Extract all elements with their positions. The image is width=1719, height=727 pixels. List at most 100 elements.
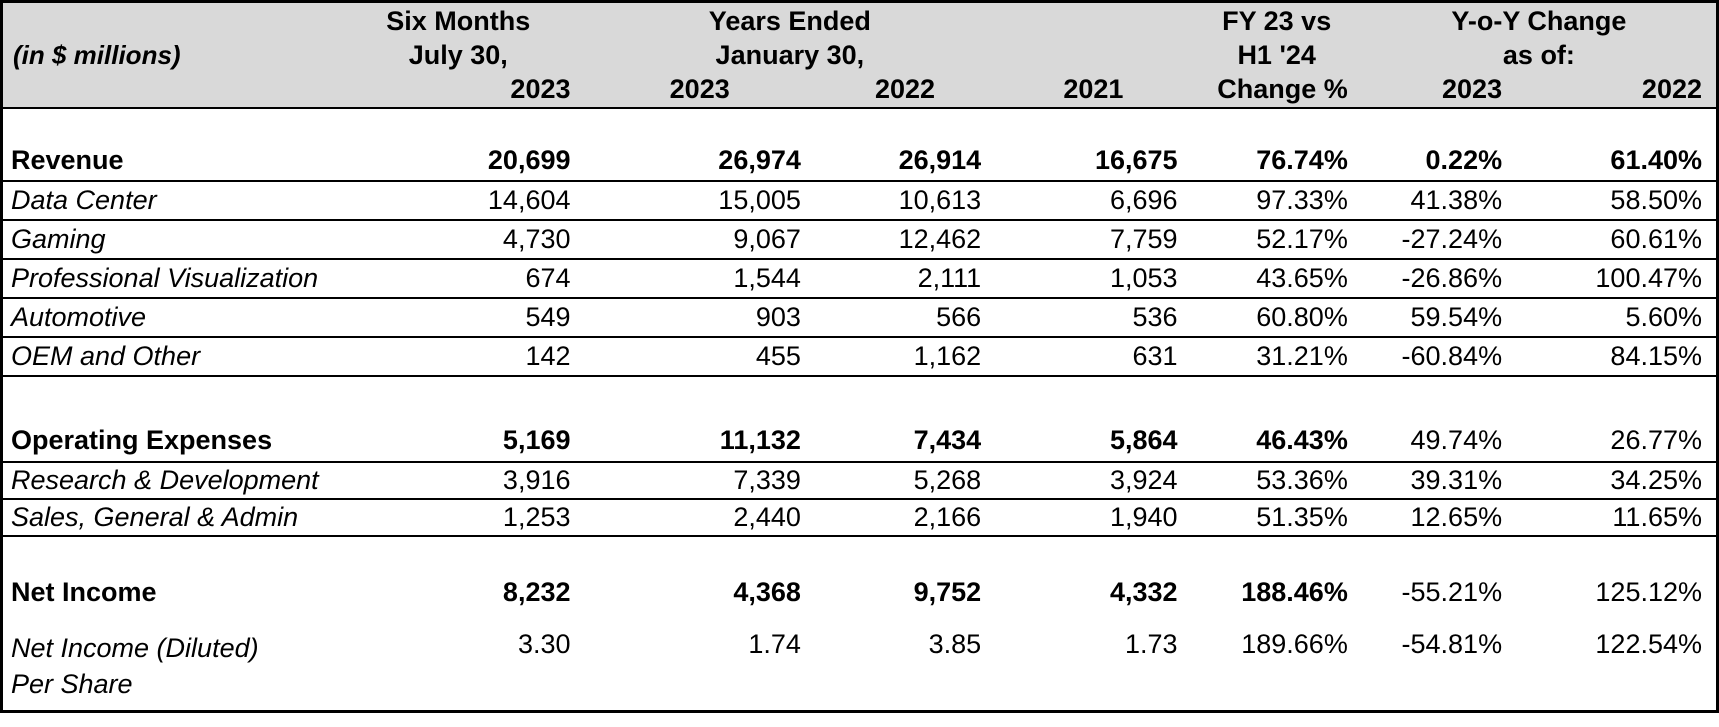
cell-value: 1.73 <box>1124 628 1178 659</box>
header-january-30: January 30, <box>584 38 996 73</box>
cell-value: -60.84% <box>1361 336 1517 377</box>
cell-value: 12.65% <box>1361 498 1517 537</box>
cell-value: 3,916 <box>332 461 585 500</box>
cell-value: 6,696 <box>995 180 1192 221</box>
row-label: Automotive <box>1 297 333 338</box>
cell-value: 16,675 <box>995 141 1192 182</box>
row-label: OEM and Other <box>1 336 333 377</box>
header-yoy-2022: 2022 <box>1516 72 1718 109</box>
header-row-2: (in $ millions) July 30, January 30, H1 … <box>1 38 1718 73</box>
header-year-2021: 2021 <box>995 72 1192 109</box>
cell-value: 12,462 <box>814 219 996 260</box>
cell-value: 39.31% <box>1361 461 1517 500</box>
cell-value: 7,434 <box>814 419 996 463</box>
cell-value: 8,232 <box>502 577 571 608</box>
cell-value: 903 <box>584 297 815 338</box>
cell-value: 1.74 <box>748 628 801 659</box>
cell-value: 1,940 <box>995 498 1192 537</box>
cell-value: 2,111 <box>814 258 996 299</box>
row-label: Net Income <box>11 577 157 608</box>
cell-value: 1,253 <box>332 498 585 537</box>
header-year-2023-six-months: 2023 <box>332 72 585 109</box>
cell-value: 4,368 <box>733 577 801 608</box>
cell-value: 2,166 <box>814 498 996 537</box>
cell-value: 41.38% <box>1361 180 1517 221</box>
cell-value: 46.43% <box>1191 419 1362 463</box>
header-h1-24: H1 '24 <box>1191 38 1362 73</box>
cell-value: 53.36% <box>1191 461 1362 500</box>
cell-value: 1,162 <box>814 336 996 377</box>
cell-value: 11,132 <box>584 419 815 463</box>
cell-value: 5.60% <box>1516 297 1718 338</box>
header-empty <box>995 1 1192 39</box>
cell-value: 142 <box>332 336 585 377</box>
header-change-pct: Change % <box>1191 72 1362 109</box>
header-yoy-change: Y-o-Y Change <box>1361 1 1718 39</box>
table-row-gaming: Gaming 4,730 9,067 12,462 7,759 52.17% -… <box>1 219 1718 260</box>
table-row-data-center: Data Center 14,604 15,005 10,613 6,696 9… <box>1 180 1718 221</box>
cell-value: 43.65% <box>1191 258 1362 299</box>
cell-value: 34.25% <box>1516 461 1718 500</box>
spacer-row <box>2 613 1718 625</box>
table-row-automotive: Automotive 549 903 566 536 60.80% 59.54%… <box>1 297 1718 338</box>
cell-value: 60.80% <box>1191 297 1362 338</box>
header-year-2022: 2022 <box>814 72 996 109</box>
row-label: Gaming <box>1 219 333 260</box>
cell-value: 97.33% <box>1191 180 1362 221</box>
spacer-row <box>2 376 1718 420</box>
cell-value: 536 <box>995 297 1192 338</box>
row-label: Net Income (Diluted) Per Share <box>2 625 333 702</box>
cell-value: 100.47% <box>1516 258 1718 299</box>
cell-value: 20,699 <box>332 141 585 182</box>
cell-value: 26.77% <box>1516 419 1718 463</box>
cell-value: 61.40% <box>1516 141 1718 182</box>
row-label: Operating Expenses <box>1 419 333 463</box>
header-as-of: as of: <box>1361 38 1718 73</box>
cell-value: 549 <box>332 297 585 338</box>
cell-value: 3.30 <box>517 628 571 659</box>
row-label: Professional Visualization <box>1 258 333 299</box>
cell-value: -54.81% <box>1401 628 1503 659</box>
cell-value: -27.24% <box>1361 219 1517 260</box>
header-empty <box>1 72 333 109</box>
cell-value: 3.85 <box>928 628 982 659</box>
cell-value: 11.65% <box>1516 498 1718 537</box>
cell-value: 49.74% <box>1361 419 1517 463</box>
cell-value: 84.15% <box>1516 336 1718 377</box>
cell-value: 566 <box>814 297 996 338</box>
cell-value: -55.21% <box>1401 577 1503 608</box>
cell-value: -26.86% <box>1361 258 1517 299</box>
cell-value: 188.46% <box>1241 577 1348 608</box>
spacer-row <box>2 536 1718 573</box>
cell-value: 631 <box>995 336 1192 377</box>
unit-note: (in $ millions) <box>1 38 333 73</box>
header-six-months: Six Months <box>332 1 585 39</box>
cell-value: 60.61% <box>1516 219 1718 260</box>
cell-value: 674 <box>332 258 585 299</box>
cell-value: 76.74% <box>1191 141 1362 182</box>
row-label-line-1: Net Income (Diluted) <box>11 632 259 663</box>
header-empty <box>995 38 1192 73</box>
cell-value: 7,339 <box>584 461 815 500</box>
row-label: Data Center <box>1 180 333 221</box>
table-row-operating-expenses: Operating Expenses 5,169 11,132 7,434 5,… <box>1 419 1718 463</box>
cell-value: 4,332 <box>1109 577 1178 608</box>
row-label: Research & Development <box>1 461 333 500</box>
cell-value: 59.54% <box>1361 297 1517 338</box>
header-row-3: 2023 2023 2022 2021 Change % 2023 2022 <box>1 72 1718 109</box>
cell-value: 31.21% <box>1191 336 1362 377</box>
table-row-net-income: Net Income 8,232 4,368 9,752 4,332 188.4… <box>1 572 1718 613</box>
row-label-line-2: Per Share <box>11 668 133 699</box>
cell-value: 58.50% <box>1516 180 1718 221</box>
cell-value: 9,067 <box>584 219 815 260</box>
cell-value: 0.22% <box>1361 141 1517 182</box>
cell-value: 3,924 <box>995 461 1192 500</box>
cell-value: 122.54% <box>1595 628 1702 659</box>
cell-value: 15,005 <box>584 180 815 221</box>
row-label: Sales, General & Admin <box>1 498 333 537</box>
cell-value: 5,864 <box>995 419 1192 463</box>
table-row-net-income-diluted-per-share: Net Income (Diluted) Per Share 3.30 1.74… <box>1 624 1718 702</box>
row-label: Revenue <box>1 141 333 182</box>
